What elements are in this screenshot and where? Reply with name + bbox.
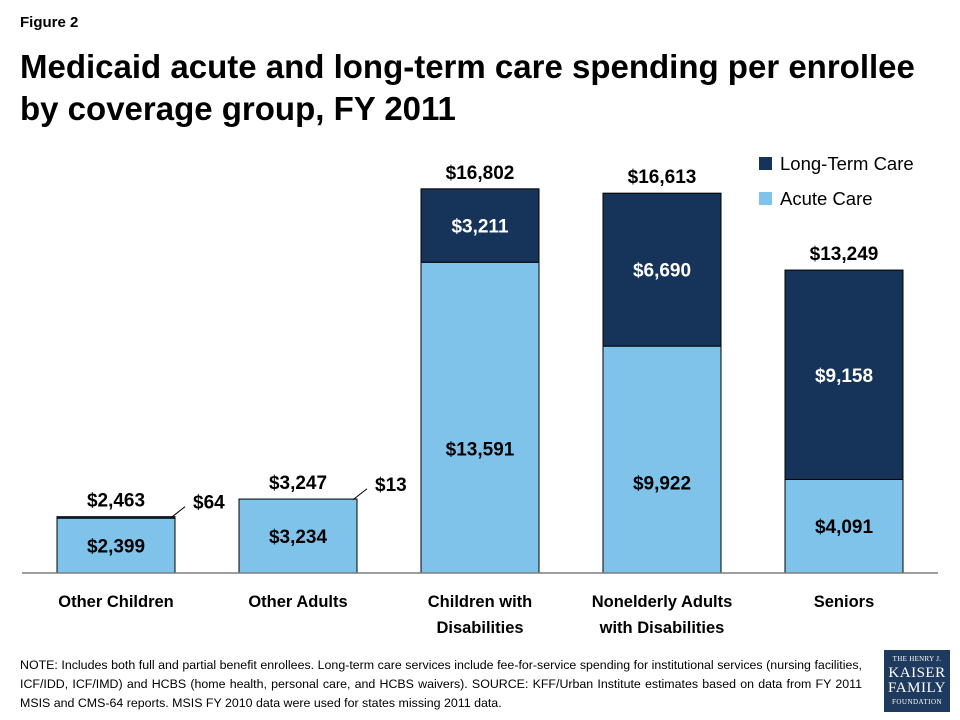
data-label-total: $2,463 — [87, 491, 145, 512]
bar-long-term-care — [420, 188, 540, 263]
bar-long-term-care — [56, 516, 176, 519]
bar-acute-care — [602, 345, 722, 574]
logo-line-4: FOUNDATION — [891, 698, 943, 706]
figure-label: Figure 2 — [20, 14, 79, 31]
legend-label: Long-Term Care — [780, 153, 914, 174]
chart-title: Medicaid acute and long-term care spendi… — [20, 48, 915, 127]
data-label-total: $16,802 — [446, 163, 515, 184]
category-label: Children with — [428, 593, 533, 611]
category-label: Other Adults — [248, 593, 347, 611]
data-label-long-term-care: $13 — [375, 475, 407, 496]
legend-swatch — [759, 192, 772, 205]
logo-line-1: THE HENRY J. — [892, 655, 942, 663]
bar-long-term-care — [602, 192, 722, 347]
logo-line-3: FAMILY — [888, 680, 946, 696]
leader-line — [170, 506, 186, 519]
data-label-long-term-care: $3,211 — [451, 217, 508, 238]
leader-line — [352, 488, 368, 501]
category-label: Nonelderly Adults — [592, 593, 733, 611]
category-label: Disabilities — [436, 619, 523, 637]
kaiser-family-foundation-logo: THE HENRY J. KAISER FAMILY FOUNDATION — [884, 650, 950, 712]
data-label-long-term-care: $6,690 — [633, 261, 691, 282]
category-label: with Disabilities — [599, 619, 725, 637]
data-label-total: $3,247 — [269, 473, 327, 494]
data-label-acute-care: $2,399 — [87, 537, 145, 558]
data-label-acute-care: $13,591 — [446, 440, 515, 461]
bar-acute-care — [238, 498, 358, 574]
bar-acute-care — [420, 261, 540, 574]
data-label-total: $16,613 — [628, 167, 697, 188]
data-label-long-term-care: $64 — [193, 493, 225, 514]
bar-acute-care — [56, 517, 176, 574]
stacked-bar-chart: $2,399 $64 $2,463 Other Children $3,234 $13 $3… — [22, 153, 938, 637]
category-label: Seniors — [814, 593, 875, 611]
category-label: Other Children — [58, 593, 174, 611]
data-label-acute-care: $3,234 — [269, 527, 328, 548]
data-label-acute-care: $4,091 — [815, 517, 874, 538]
data-label-long-term-care: $9,158 — [815, 366, 873, 387]
legend-swatch — [759, 157, 772, 170]
legend-label: Acute Care — [780, 188, 873, 209]
bar-long-term-care — [784, 269, 904, 480]
logo-line-2: KAISER — [888, 665, 946, 681]
data-label-acute-care: $9,922 — [633, 473, 691, 494]
source-note: NOTE: Includes both full and partial ben… — [20, 658, 862, 710]
data-label-total: $13,249 — [810, 244, 879, 265]
